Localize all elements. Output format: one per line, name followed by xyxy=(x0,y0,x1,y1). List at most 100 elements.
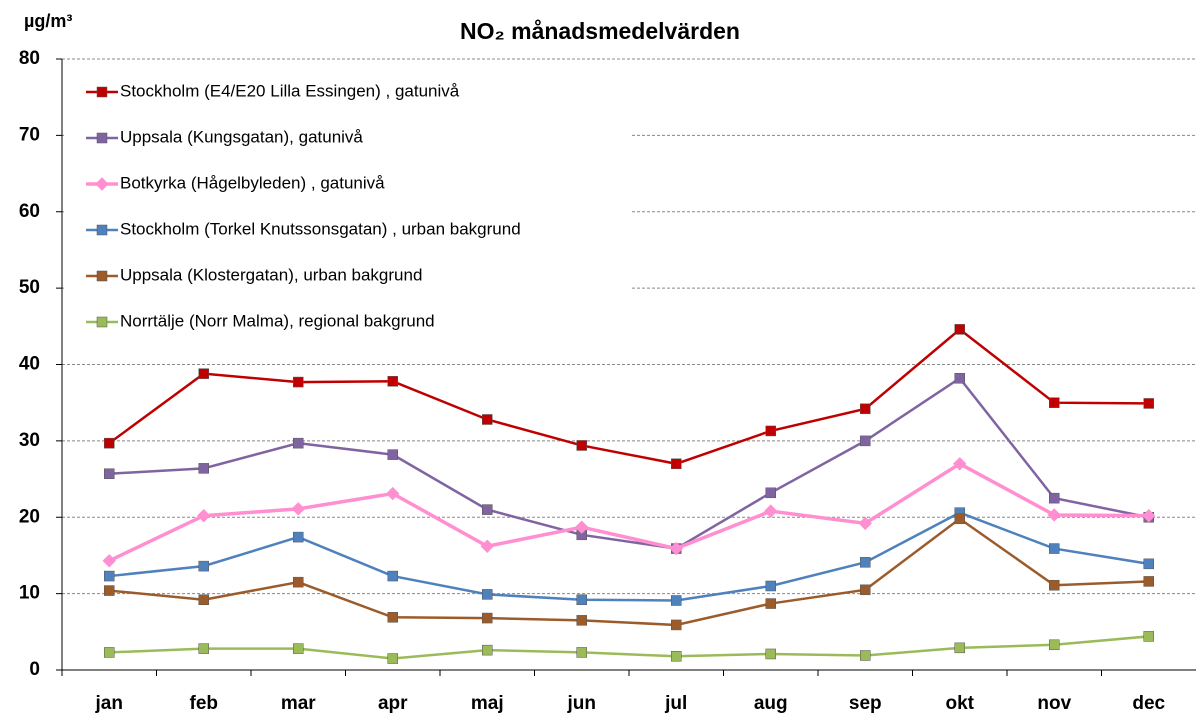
x-tick-label: okt xyxy=(946,693,975,714)
data-point xyxy=(197,509,211,523)
series-line xyxy=(108,327,1149,466)
legend-label: Norrtälje (Norr Malma), regional bakgrun… xyxy=(120,311,435,330)
data-point xyxy=(860,557,871,568)
data-point xyxy=(576,440,587,451)
data-point xyxy=(1049,639,1060,651)
data-point xyxy=(1143,576,1154,587)
x-tick-label: maj xyxy=(471,693,504,714)
data-point xyxy=(860,435,871,447)
legend-label: Uppsala (Klostergatan), urban bakgrund xyxy=(120,265,422,284)
legend-label: Uppsala (Kungsgatan), gatunivå xyxy=(120,127,363,146)
data-point xyxy=(671,595,682,606)
series-line xyxy=(108,461,1149,563)
series-line xyxy=(109,635,1149,660)
legend-label: Stockholm (E4/E20 Lilla Essingen) , gatu… xyxy=(120,81,460,100)
data-point xyxy=(293,643,304,654)
data-point xyxy=(1049,579,1060,591)
legend-marker xyxy=(95,177,109,191)
data-point xyxy=(104,585,115,596)
data-point xyxy=(671,619,682,631)
data-point xyxy=(576,615,587,626)
legend-marker xyxy=(96,132,108,144)
data-point xyxy=(765,487,776,499)
data-point xyxy=(104,647,115,658)
data-point xyxy=(198,463,209,474)
data-point xyxy=(1049,397,1060,408)
data-point xyxy=(480,539,494,553)
x-tick-label: mar xyxy=(281,693,316,714)
data-point xyxy=(198,594,209,605)
data-point xyxy=(387,449,398,460)
data-point xyxy=(1143,398,1154,409)
y-tick-label: 0 xyxy=(29,659,40,680)
data-point xyxy=(1143,631,1154,642)
data-point xyxy=(293,437,304,449)
data-point xyxy=(1049,543,1060,554)
legend-marker xyxy=(96,270,108,282)
data-point xyxy=(104,468,115,479)
data-point xyxy=(482,644,493,656)
data-point xyxy=(1047,508,1061,522)
data-point xyxy=(953,457,967,471)
data-point xyxy=(1049,492,1060,504)
x-tick-label: dec xyxy=(1132,693,1165,714)
legend-marker xyxy=(96,224,108,236)
data-point xyxy=(576,647,587,658)
chart-title: NO₂ månadsmedelvärden xyxy=(460,18,740,44)
data-point xyxy=(765,648,776,660)
data-point xyxy=(860,403,871,415)
data-point xyxy=(954,642,965,654)
y-tick-label: 80 xyxy=(19,48,40,69)
y-tick-label: 60 xyxy=(19,201,40,222)
x-tick-label: sep xyxy=(849,693,882,714)
data-point xyxy=(764,504,778,518)
data-point xyxy=(387,612,398,623)
data-point xyxy=(482,414,493,425)
data-point xyxy=(104,570,115,582)
data-point xyxy=(860,650,871,661)
legend-marker xyxy=(96,86,108,98)
data-point xyxy=(482,504,493,515)
data-point xyxy=(669,541,683,556)
data-point xyxy=(198,560,209,572)
y-tick-label: 20 xyxy=(19,506,40,527)
data-point xyxy=(291,502,305,516)
data-point xyxy=(104,437,115,449)
y-axis-label: µg/m³ xyxy=(24,11,72,31)
data-point xyxy=(1143,558,1154,570)
data-point xyxy=(954,324,965,335)
data-point xyxy=(765,425,776,437)
x-tick-label: feb xyxy=(190,693,219,714)
data-point xyxy=(102,554,116,568)
data-point xyxy=(765,598,776,609)
series-line xyxy=(109,517,1149,627)
legend-marker xyxy=(96,316,108,328)
data-point xyxy=(293,576,304,588)
data-point xyxy=(1142,509,1156,523)
data-point xyxy=(954,513,965,525)
series-line xyxy=(109,511,1149,602)
x-tick-label: nov xyxy=(1037,693,1071,714)
data-point xyxy=(954,372,965,384)
data-point xyxy=(387,570,398,582)
y-tick-label: 30 xyxy=(19,430,40,451)
data-point xyxy=(671,651,682,662)
x-tick-label: apr xyxy=(378,693,408,714)
data-point xyxy=(482,612,493,624)
data-point xyxy=(198,368,209,379)
y-tick-label: 10 xyxy=(19,583,40,604)
y-tick-label: 40 xyxy=(19,354,40,375)
x-tick-label: aug xyxy=(754,693,788,714)
series-line xyxy=(109,376,1149,550)
data-point xyxy=(575,520,589,534)
data-point xyxy=(387,653,398,664)
x-tick-label: jan xyxy=(95,693,123,714)
x-tick-label: jun xyxy=(567,693,597,714)
data-point xyxy=(198,643,209,654)
data-point xyxy=(293,376,304,388)
legend-label: Botkyrka (Hågelbyleden) , gatunivå xyxy=(120,173,385,192)
data-point xyxy=(858,516,872,531)
data-point xyxy=(860,584,871,596)
data-point xyxy=(576,594,587,605)
